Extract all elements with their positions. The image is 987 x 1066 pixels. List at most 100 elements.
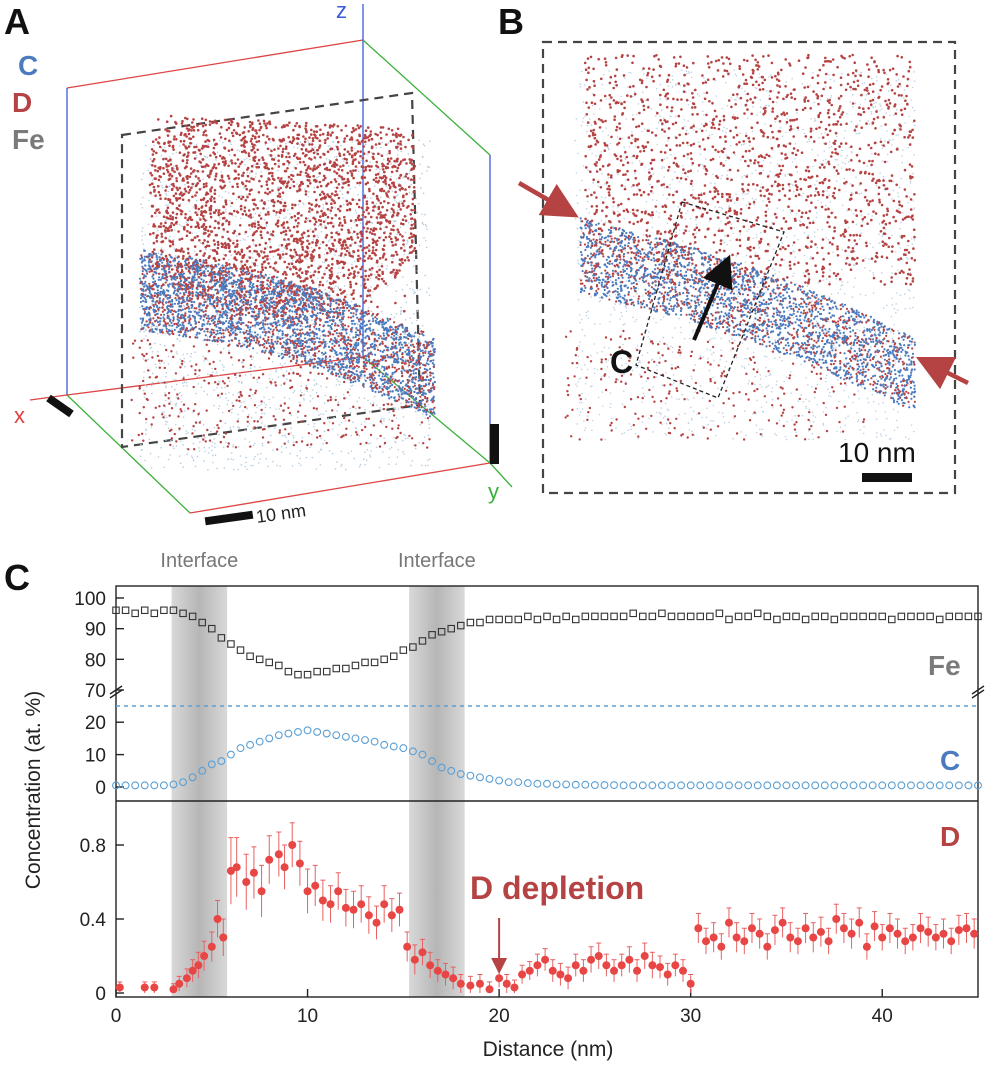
c-point xyxy=(188,773,197,782)
c-point xyxy=(399,744,408,753)
fe-point xyxy=(677,612,685,621)
fe-point xyxy=(476,618,484,627)
plot-frame xyxy=(115,585,979,998)
fe-point xyxy=(753,609,762,618)
fe-point xyxy=(801,615,810,624)
axis-ticks: 0 10 20 30 40 70 80 90 100 0 10 20 0 0.4 0.8 xyxy=(74,589,892,1027)
c-point xyxy=(600,781,609,790)
d-point xyxy=(533,961,542,970)
fe-point xyxy=(112,606,120,615)
d-point xyxy=(380,900,389,909)
d-point xyxy=(349,905,358,914)
c-point xyxy=(236,744,245,753)
x-axis-title: Distance (nm) xyxy=(483,1038,614,1061)
x-tick-label: 0 xyxy=(111,1006,122,1027)
c-point xyxy=(303,726,312,735)
fe-point xyxy=(667,612,676,621)
c-point xyxy=(543,779,551,788)
d-point xyxy=(182,974,191,983)
d-point xyxy=(226,866,235,875)
d-point xyxy=(341,903,350,912)
x-tick-label: 20 xyxy=(489,1006,510,1027)
d-point xyxy=(495,974,504,983)
c-point xyxy=(820,781,829,790)
fe-point xyxy=(380,655,388,664)
axis-break-marks xyxy=(109,685,985,699)
fe-point xyxy=(686,612,695,621)
fe-point xyxy=(782,612,791,621)
fe-point xyxy=(696,612,704,621)
c-point xyxy=(150,781,159,790)
fe-point xyxy=(121,606,130,615)
c-point xyxy=(772,781,781,790)
fe-y-tick-label: 90 xyxy=(85,620,106,641)
d-point xyxy=(931,933,940,942)
d-point xyxy=(694,924,703,933)
fe-point xyxy=(236,646,245,654)
fe-point xyxy=(935,615,944,624)
c-point xyxy=(859,781,868,790)
c-point xyxy=(380,740,389,749)
d-point xyxy=(671,961,680,970)
c-point xyxy=(313,727,322,736)
d-point xyxy=(372,918,381,927)
c-point xyxy=(849,781,858,790)
c-point xyxy=(619,781,628,790)
d-point xyxy=(939,929,948,938)
d-point xyxy=(778,918,787,927)
d-point xyxy=(140,983,149,992)
fe-point xyxy=(811,612,819,621)
fe-point xyxy=(390,652,398,661)
fe-point xyxy=(849,612,858,621)
d-point xyxy=(801,924,810,933)
d-point xyxy=(648,961,657,970)
fe-point xyxy=(715,609,724,618)
c-point xyxy=(916,781,925,790)
fe-point xyxy=(485,615,494,624)
c-point xyxy=(447,766,456,775)
d-point xyxy=(709,933,718,942)
c-point xyxy=(131,781,140,790)
axis-z-label: z xyxy=(336,0,347,23)
c-point xyxy=(456,770,465,778)
scale-bar-b-label: 10 nm xyxy=(838,437,916,468)
c-y-tick-label: 0 xyxy=(95,778,106,799)
c-point xyxy=(667,781,676,790)
interface-label-2: Interface xyxy=(398,550,476,572)
fe-point xyxy=(773,615,781,624)
d-point xyxy=(954,926,963,935)
c-point xyxy=(887,781,896,790)
c-point xyxy=(638,781,647,790)
d-point xyxy=(449,974,458,983)
fe-point xyxy=(859,612,867,621)
d-point xyxy=(475,979,484,988)
fe-point xyxy=(217,634,226,642)
fe-point xyxy=(619,612,628,621)
c-point xyxy=(897,781,906,790)
d-point xyxy=(870,922,879,931)
d-point xyxy=(418,948,427,957)
fe-point xyxy=(533,615,542,624)
c-point xyxy=(696,781,705,790)
c-point xyxy=(811,781,820,790)
fe-point xyxy=(514,615,523,624)
scale-bar-x xyxy=(46,394,74,418)
d-point xyxy=(485,985,494,994)
fe-point xyxy=(840,612,848,621)
c-point xyxy=(610,781,618,790)
fe-point xyxy=(591,612,599,621)
d-point xyxy=(288,841,297,849)
fe-y-tick-label: 80 xyxy=(85,650,106,671)
c-point xyxy=(571,780,580,789)
d-point xyxy=(755,929,764,938)
fe-point xyxy=(648,612,657,621)
d-point xyxy=(326,900,335,909)
d-point xyxy=(747,924,756,933)
c-point xyxy=(753,781,762,790)
d-series-label: D xyxy=(940,821,960,852)
c-point xyxy=(351,734,360,743)
d-point xyxy=(194,961,203,970)
d-point xyxy=(579,966,588,975)
axis-y-label: y xyxy=(488,479,499,504)
